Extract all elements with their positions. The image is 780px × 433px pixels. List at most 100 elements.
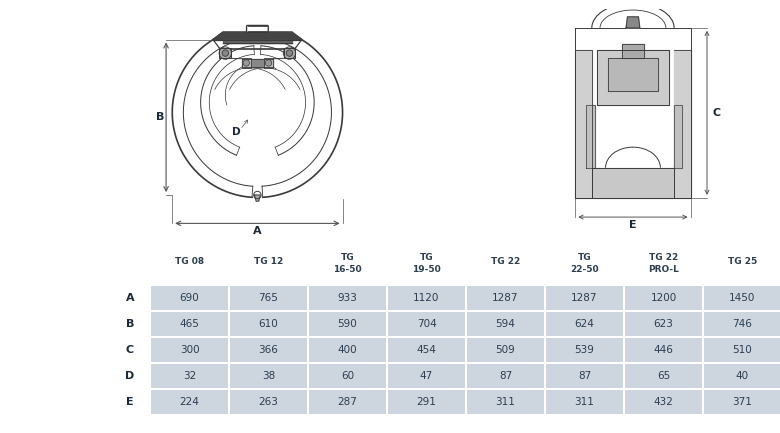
Text: 40: 40	[736, 371, 749, 381]
Bar	[230, 364, 307, 388]
Text: 371: 371	[732, 397, 753, 407]
Text: 1200: 1200	[651, 293, 676, 303]
Polygon shape	[223, 39, 292, 43]
Text: 933: 933	[338, 293, 357, 303]
Bar	[309, 338, 386, 362]
Polygon shape	[213, 32, 302, 39]
Text: 623: 623	[654, 319, 673, 329]
Polygon shape	[213, 32, 302, 39]
Text: D: D	[232, 127, 241, 137]
Bar	[467, 286, 544, 310]
FancyBboxPatch shape	[242, 58, 251, 68]
Bar	[625, 286, 702, 310]
Text: 366: 366	[258, 345, 278, 355]
Text: TG: TG	[578, 252, 591, 262]
Bar	[625, 364, 702, 388]
Bar	[467, 364, 544, 388]
Circle shape	[265, 60, 271, 66]
Text: D: D	[126, 371, 135, 381]
Text: 47: 47	[420, 371, 433, 381]
Bar	[388, 312, 465, 336]
Bar	[467, 390, 544, 414]
Text: TG 08: TG 08	[175, 256, 204, 265]
Bar	[546, 338, 623, 362]
Polygon shape	[254, 195, 261, 201]
Bar	[230, 312, 307, 336]
FancyBboxPatch shape	[264, 58, 273, 68]
Bar	[388, 286, 465, 310]
Text: A: A	[253, 226, 262, 236]
Text: 291: 291	[417, 397, 437, 407]
Text: 263: 263	[258, 397, 278, 407]
Text: 87: 87	[499, 371, 512, 381]
Text: PRO-L: PRO-L	[648, 265, 679, 274]
Bar	[309, 364, 386, 388]
Text: 624: 624	[575, 319, 594, 329]
Bar	[704, 390, 780, 414]
Bar	[388, 390, 465, 414]
Text: TG 25: TG 25	[728, 256, 757, 265]
Text: E: E	[629, 220, 636, 230]
Text: 87: 87	[578, 371, 591, 381]
Bar	[309, 390, 386, 414]
Text: 690: 690	[179, 293, 200, 303]
Text: 1287: 1287	[492, 293, 519, 303]
Bar	[309, 312, 386, 336]
Bar	[546, 312, 623, 336]
Text: 300: 300	[179, 345, 200, 355]
Bar	[151, 338, 228, 362]
Text: 287: 287	[338, 397, 357, 407]
Bar	[388, 338, 465, 362]
Text: 1450: 1450	[729, 293, 756, 303]
Text: 590: 590	[338, 319, 357, 329]
Text: 432: 432	[654, 397, 673, 407]
Bar	[625, 390, 702, 414]
Text: 509: 509	[495, 345, 516, 355]
Bar	[625, 338, 702, 362]
Text: 224: 224	[179, 397, 200, 407]
Polygon shape	[608, 58, 658, 91]
FancyBboxPatch shape	[246, 26, 268, 32]
Text: 539: 539	[575, 345, 594, 355]
Text: B: B	[156, 112, 164, 122]
Bar	[388, 364, 465, 388]
Bar	[230, 390, 307, 414]
Text: 400: 400	[338, 345, 357, 355]
Bar	[546, 286, 623, 310]
Bar	[625, 312, 702, 336]
Text: C: C	[126, 345, 134, 355]
Bar	[704, 338, 780, 362]
Bar	[151, 286, 228, 310]
Text: 22-50: 22-50	[570, 265, 599, 274]
Polygon shape	[622, 44, 644, 58]
Text: A: A	[126, 293, 134, 303]
Circle shape	[243, 60, 250, 66]
Polygon shape	[592, 168, 674, 198]
Polygon shape	[674, 50, 690, 198]
Text: C: C	[712, 108, 721, 118]
Bar	[151, 364, 228, 388]
Circle shape	[222, 50, 229, 56]
Text: 454: 454	[417, 345, 437, 355]
Polygon shape	[674, 105, 682, 168]
Text: 610: 610	[259, 319, 278, 329]
Text: B: B	[126, 319, 134, 329]
FancyBboxPatch shape	[284, 48, 296, 58]
Bar	[309, 286, 386, 310]
Text: 446: 446	[654, 345, 673, 355]
Polygon shape	[626, 17, 640, 28]
Text: TG: TG	[341, 252, 354, 262]
Bar	[704, 312, 780, 336]
Bar	[467, 312, 544, 336]
Polygon shape	[597, 50, 668, 105]
Text: TG 22: TG 22	[491, 256, 520, 265]
Bar	[546, 390, 623, 414]
Text: 746: 746	[732, 319, 753, 329]
Bar	[230, 338, 307, 362]
Text: 16-50: 16-50	[333, 265, 362, 274]
Bar	[151, 390, 228, 414]
Text: 704: 704	[417, 319, 436, 329]
Text: 32: 32	[183, 371, 196, 381]
Bar	[151, 312, 228, 336]
Text: 38: 38	[262, 371, 275, 381]
